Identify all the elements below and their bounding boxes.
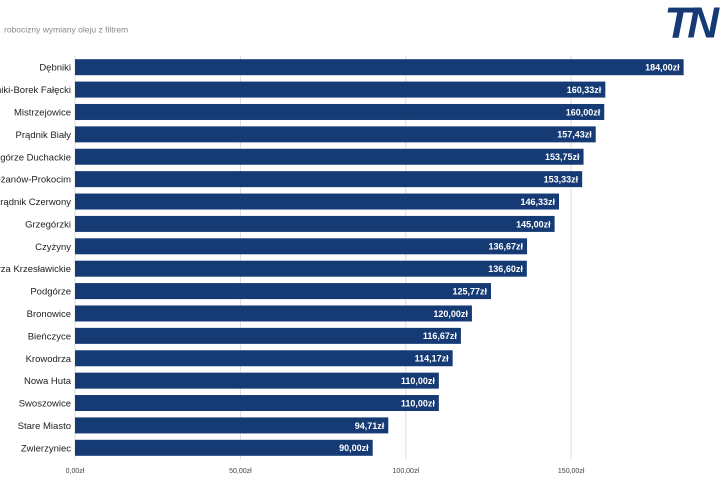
- chart-title: robocizny wymiany oleju z filtrem: [4, 24, 128, 34]
- y-tick-label: Krowodrza: [26, 354, 72, 365]
- y-tick-label: Bieżanów-Prokocim: [0, 175, 71, 186]
- value-label: 116,67zł: [423, 331, 458, 341]
- y-tick-label: Bieńczyce: [28, 331, 71, 342]
- bar: [75, 305, 472, 322]
- value-label: 157,43zł: [557, 130, 592, 140]
- y-tick-label: Grzegórzki: [25, 219, 71, 230]
- bar: [75, 238, 528, 255]
- value-label: 153,33zł: [544, 175, 579, 185]
- bar: [75, 148, 584, 165]
- value-label: 160,33zł: [567, 85, 602, 95]
- y-tick-label: Mistrzejowice: [14, 107, 71, 118]
- value-label: 114,17zł: [415, 354, 450, 364]
- y-tick-label: Łagiewniki-Borek Fałęcki: [0, 85, 71, 96]
- y-tick-label: Czyżyny: [35, 242, 71, 253]
- logo: TN: [664, 0, 720, 48]
- y-tick-label: Zwierzyniec: [21, 443, 71, 454]
- bar: [75, 193, 560, 210]
- bar: [75, 126, 596, 143]
- bar: [75, 103, 605, 120]
- bar: [75, 439, 373, 456]
- bar: [75, 395, 439, 412]
- bar: [75, 81, 606, 98]
- y-tick-label: Prądnik Czerwony: [0, 197, 71, 208]
- value-label: 146,33zł: [520, 197, 555, 207]
- value-label: 136,60zł: [488, 264, 523, 274]
- bar: [75, 283, 492, 300]
- bar: [75, 59, 684, 76]
- bar: [75, 215, 555, 232]
- y-tick-label: Swoszowice: [19, 399, 71, 410]
- bar: [75, 327, 461, 344]
- x-tick-label: 50,00zł: [229, 468, 252, 475]
- value-label: 184,00zł: [645, 63, 680, 73]
- bar: [75, 350, 453, 367]
- y-tick-label: Nowa Huta: [24, 376, 72, 387]
- value-label: 145,00zł: [516, 219, 551, 229]
- y-tick-label: Stare Miasto: [18, 421, 71, 432]
- bar: [75, 417, 389, 434]
- value-label: 110,00zł: [401, 376, 436, 386]
- value-label: 136,67zł: [489, 242, 524, 252]
- value-label: 153,75zł: [545, 152, 580, 162]
- x-tick-label: 0,00zł: [66, 468, 85, 475]
- value-label: 120,00zł: [433, 309, 468, 319]
- y-tick-label: Bronowice: [27, 309, 71, 320]
- bar: [75, 372, 439, 389]
- bar: [75, 171, 583, 188]
- value-label: 125,77zł: [452, 286, 487, 296]
- y-tick-label: Podgórze: [30, 287, 71, 298]
- x-tick-label: 100,00zł: [393, 468, 420, 475]
- y-tick-label: Podgórze Duchackie: [0, 152, 71, 163]
- y-tick-label: Dębniki: [39, 63, 71, 74]
- x-tick-label: 150,00zł: [558, 468, 585, 475]
- value-label: 110,00zł: [401, 398, 436, 408]
- value-label: 90,00zł: [339, 443, 369, 453]
- value-label: 160,00zł: [566, 107, 601, 117]
- y-tick-label: Wzgórza Krzesławickie: [0, 264, 71, 275]
- value-label: 94,71zł: [355, 421, 385, 431]
- y-tick-label: Prądnik Biały: [16, 130, 72, 141]
- bar: [75, 260, 527, 277]
